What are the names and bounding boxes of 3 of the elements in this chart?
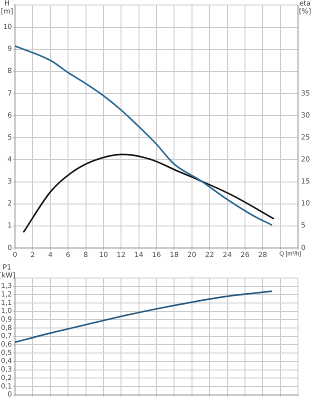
line-series <box>15 45 272 226</box>
line-series <box>15 290 272 344</box>
line-series <box>23 154 274 232</box>
